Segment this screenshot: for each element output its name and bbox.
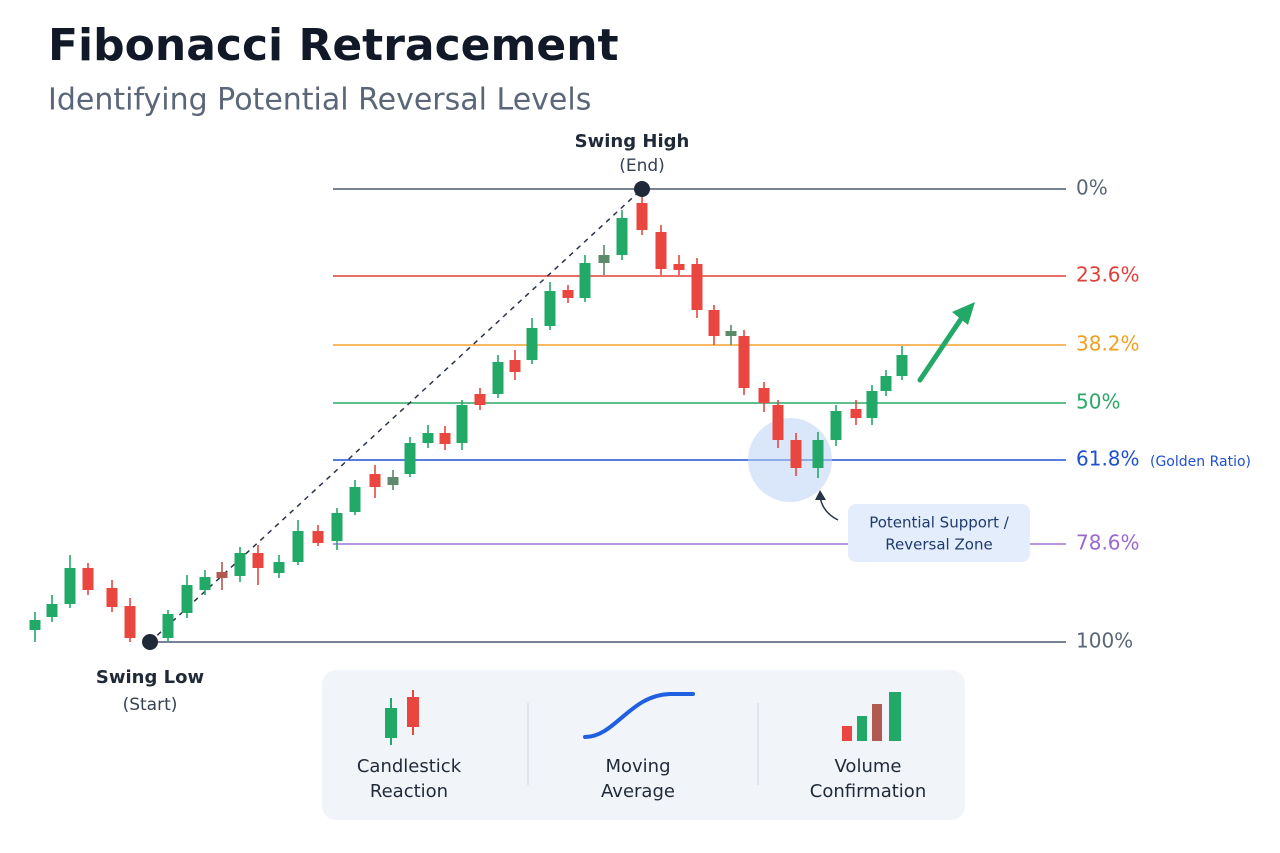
candle-body <box>880 376 892 391</box>
candle-body <box>509 360 521 372</box>
subtitle: Identifying Potential Reversal Levels <box>48 83 591 118</box>
legend-caption: Moving <box>605 756 670 777</box>
candle-body <box>673 264 685 270</box>
level-label: 23.6% <box>1076 263 1140 287</box>
candle-body <box>708 310 720 336</box>
candle-body <box>29 620 41 630</box>
level-label: 38.2% <box>1076 332 1140 356</box>
candle-body <box>252 553 264 568</box>
legend-caption: Reaction <box>370 781 448 802</box>
level-label: 61.8% <box>1076 447 1140 471</box>
candle-body <box>616 218 628 255</box>
candle-body <box>181 585 193 613</box>
candle-body <box>331 513 343 541</box>
candle-body <box>387 477 399 485</box>
candle-body <box>526 328 538 360</box>
candle-body <box>758 388 770 403</box>
candle-body <box>234 553 246 576</box>
swing-low-note: (Start) <box>123 695 178 715</box>
legend-caption: Volume <box>835 756 902 777</box>
candle-body <box>369 474 381 487</box>
title: Fibonacci Retracement <box>48 20 619 71</box>
legend-caption: Average <box>601 781 675 802</box>
candle-body <box>579 263 591 298</box>
candle-body <box>850 409 862 418</box>
volume-icon <box>842 692 901 741</box>
candle-body <box>492 362 504 394</box>
level-label: 0% <box>1076 176 1108 200</box>
legend-caption: Confirmation <box>810 781 926 802</box>
swing-high-dot <box>634 181 650 197</box>
golden-ratio-note: (Golden Ratio) <box>1150 454 1251 470</box>
candle-body <box>439 433 451 444</box>
candle-body <box>404 443 416 474</box>
candle-body <box>456 405 468 443</box>
level-label: 50% <box>1076 390 1120 414</box>
candle-body <box>474 394 486 405</box>
candle-body <box>598 255 610 263</box>
candle-body <box>772 405 784 440</box>
level-label: 78.6% <box>1076 531 1140 555</box>
swing-low-dot <box>142 634 158 650</box>
candle-body <box>312 531 324 543</box>
candle-body <box>162 614 174 638</box>
zone-highlight <box>748 418 832 502</box>
fib-levels: 0% 23.6% 38.2% 50% 61.8% 78.6% 100% <box>150 176 1140 653</box>
level-label: 100% <box>1076 629 1133 653</box>
zone-pointer-head <box>815 490 826 500</box>
candle-body <box>738 336 750 388</box>
candle-body <box>422 433 434 443</box>
candle-body <box>830 411 842 440</box>
candle-body <box>725 331 737 336</box>
candles <box>29 195 908 642</box>
legend-caption: Candlestick <box>357 756 462 777</box>
candle-body <box>790 440 802 468</box>
zone-label: Potential Support / <box>869 514 1010 532</box>
candle-body <box>896 355 908 376</box>
candle-body <box>64 568 76 604</box>
candle-body <box>636 203 648 230</box>
candle-body <box>199 577 211 590</box>
candle-body <box>106 588 118 607</box>
candle-body <box>544 291 556 326</box>
candle-body <box>273 562 285 573</box>
candle-body <box>866 391 878 418</box>
candle-body <box>216 572 228 578</box>
candle-body <box>691 264 703 310</box>
candle-body <box>655 232 667 269</box>
candle-body <box>46 604 58 617</box>
zone-label: Reversal Zone <box>885 536 992 554</box>
candle-body <box>562 290 574 298</box>
candle-body <box>82 568 94 590</box>
legend-panel <box>322 670 965 820</box>
candle-body <box>349 487 361 512</box>
candle-icon <box>385 690 419 745</box>
legend: Candlestick Reaction Moving Average Volume Co… <box>357 756 926 802</box>
swing-low-label: Swing Low <box>96 667 204 688</box>
candle-body <box>812 440 824 468</box>
candle-body <box>124 606 136 638</box>
zone-box <box>848 504 1030 562</box>
swing-high-label: Swing High <box>575 131 690 152</box>
trend-arrow-head <box>952 302 975 325</box>
swing-high-note: (End) <box>619 156 665 176</box>
swing-line <box>149 188 643 643</box>
ma-icon <box>583 692 695 739</box>
trend-arrow <box>917 310 968 383</box>
candle-body <box>292 531 304 562</box>
